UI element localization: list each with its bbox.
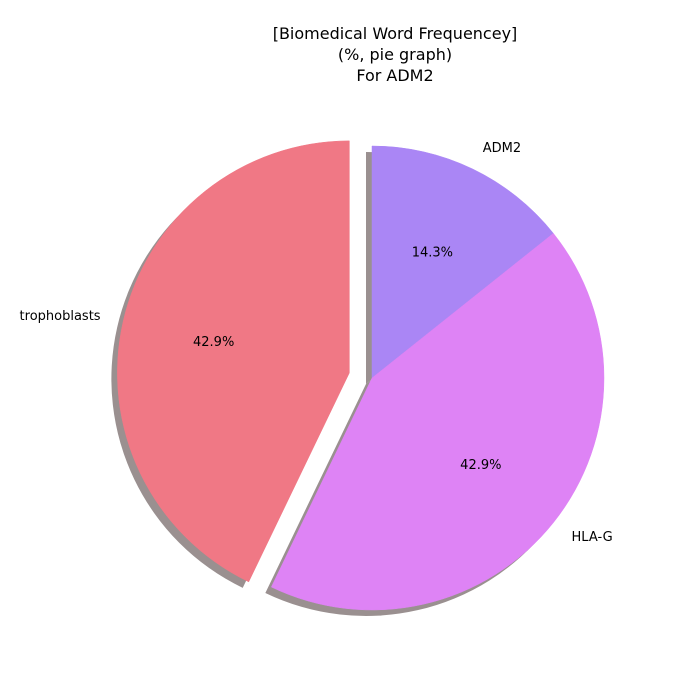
slice-labels: ADM2 14.3% HLA-G 42.9% trophoblasts 42.9% bbox=[20, 141, 613, 545]
slice-hla-g bbox=[271, 232, 605, 611]
chart-title: [Biomedical Word Frequencey] (%, pie gra… bbox=[273, 24, 518, 85]
slice-adm2 bbox=[371, 145, 554, 379]
slice-percent-adm2: 14.3% bbox=[412, 246, 453, 261]
slice-label-hla-g: HLA-G bbox=[572, 530, 613, 545]
slice-label-trophoblasts: trophoblasts bbox=[20, 309, 101, 324]
slice-percent-trophoblasts: 42.9% bbox=[193, 335, 234, 350]
slices bbox=[117, 140, 605, 611]
slice-trophoblasts bbox=[117, 140, 350, 583]
slice-percent-hla-g: 42.9% bbox=[460, 458, 501, 473]
chart-title-line-1: [Biomedical Word Frequencey] bbox=[273, 24, 518, 43]
slice-label-adm2: ADM2 bbox=[483, 141, 521, 156]
chart-title-line-3: For ADM2 bbox=[356, 66, 433, 85]
chart-title-line-2: (%, pie graph) bbox=[338, 45, 452, 64]
